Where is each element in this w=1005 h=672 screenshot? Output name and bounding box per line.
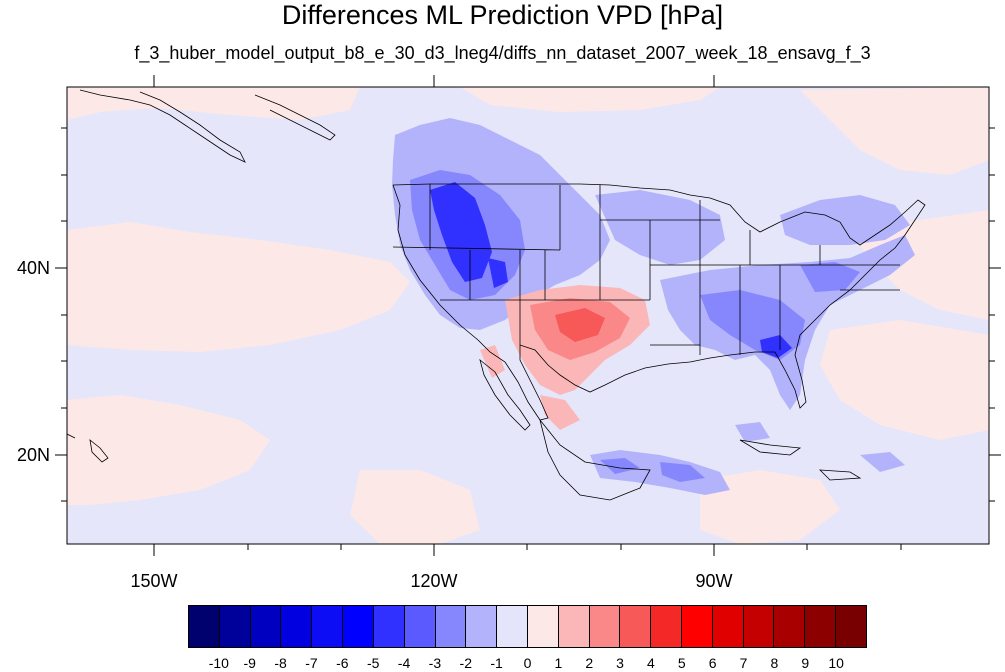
lon-label-90w: 90W	[695, 571, 733, 591]
colorbar-box	[343, 606, 374, 647]
colorbar-label: -10	[208, 655, 229, 671]
colorbar-label: 6	[708, 655, 717, 671]
lat-label-40n: 40N	[16, 258, 50, 278]
colorbar-box	[651, 606, 682, 647]
colorbar-label: -2	[459, 655, 472, 671]
colorbar-box	[250, 606, 282, 647]
colorbar-box	[743, 606, 775, 647]
colorbar-label: 8	[770, 655, 779, 671]
plot-frame	[55, 75, 1001, 556]
colorbar-label: -9	[243, 655, 256, 671]
map-subtitle: f_3_huber_model_output_b8_e_30_d3_lneg4/…	[134, 43, 871, 63]
lon-label-150w: 150W	[130, 571, 178, 591]
colorbar-box	[404, 606, 436, 647]
colorbar-box	[373, 606, 405, 647]
colorbar-box	[497, 606, 528, 647]
colorbar-label: -8	[274, 655, 287, 671]
colorbar-label: 5	[677, 655, 686, 671]
colorbar-label: -4	[397, 655, 411, 671]
colorbar-label: 1	[554, 655, 563, 671]
colorbar-label: -5	[366, 655, 380, 671]
colorbar-label: 7	[739, 655, 748, 671]
colorbar-box	[682, 606, 713, 647]
colorbar-label: -1	[490, 655, 503, 671]
map-title: Differences ML Prediction VPD [hPa]	[281, 0, 724, 30]
colorbar-label: 10	[828, 655, 844, 671]
colorbar-box	[589, 606, 621, 647]
colorbar-box	[527, 606, 559, 647]
colorbar-box	[312, 606, 344, 647]
colorbar-label: 9	[801, 655, 810, 671]
lat-label-20n: 20N	[16, 445, 50, 465]
colorbar-box	[805, 606, 837, 647]
colorbar-box	[466, 606, 498, 647]
colorbar-box	[219, 606, 251, 647]
colorbar-label: 3	[616, 655, 624, 671]
minor-ticks	[61, 127, 995, 550]
colorbar-box	[774, 606, 806, 647]
coastlines	[67, 89, 926, 501]
colorbar-label: -3	[428, 655, 442, 671]
colorbar-box	[712, 606, 744, 647]
colorbar-label: 4	[647, 655, 655, 671]
major-ticks	[55, 75, 1001, 556]
colorbar-box	[836, 606, 866, 647]
colorbar-label: 2	[585, 655, 594, 671]
colorbar-label: 0	[523, 655, 532, 671]
colorbar-label: -6	[336, 655, 349, 671]
colorbar-box	[558, 606, 590, 647]
colorbar-box	[281, 606, 313, 647]
colorbar-box	[620, 606, 652, 647]
colorbar	[188, 605, 867, 648]
colorbar-box	[435, 606, 467, 647]
positive-regions	[67, 87, 989, 544]
lon-label-120w: 120W	[410, 571, 458, 591]
data-field	[67, 87, 989, 544]
colorbar-label: -7	[305, 655, 318, 671]
colorbar-box	[189, 606, 220, 647]
positive-dark-regions	[555, 308, 605, 342]
